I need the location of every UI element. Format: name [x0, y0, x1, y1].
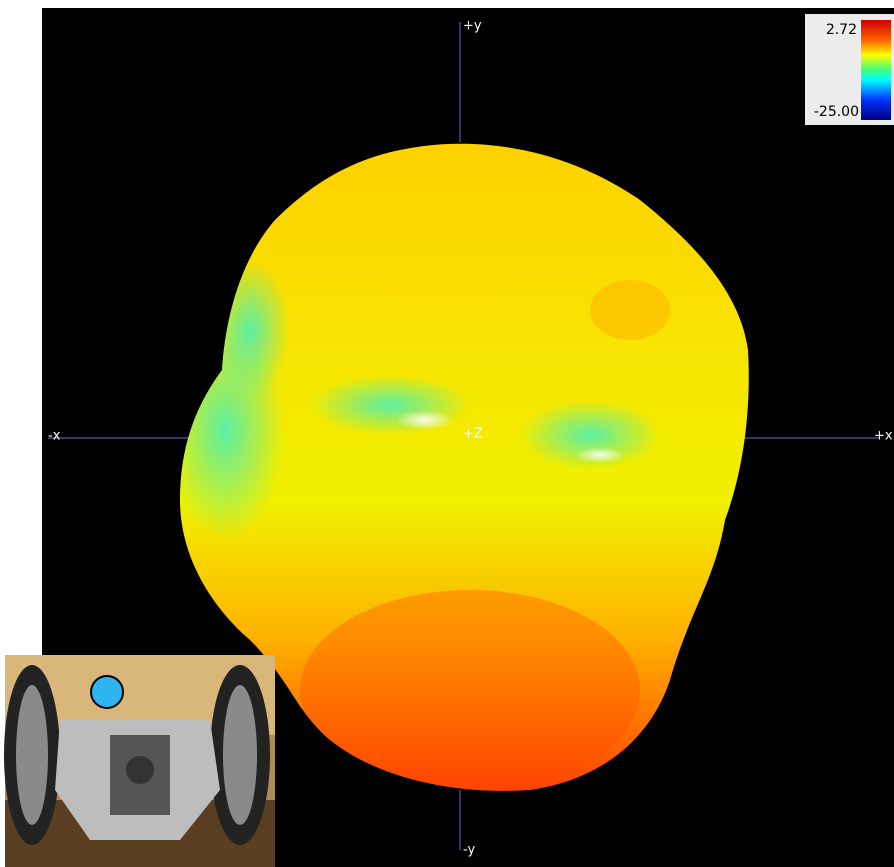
axis-label: +x [874, 429, 893, 444]
inset-photo [4, 655, 275, 867]
axis-label: +Z [463, 427, 483, 442]
radiation-pattern [180, 143, 749, 791]
axis-label: -x [48, 429, 61, 444]
axis-label: +y [463, 19, 482, 34]
colorbar-min: -25.00 [814, 104, 859, 120]
axis-label: -y [463, 843, 475, 858]
colorbar [861, 20, 891, 120]
colorbar-max: 2.72 [826, 22, 857, 38]
